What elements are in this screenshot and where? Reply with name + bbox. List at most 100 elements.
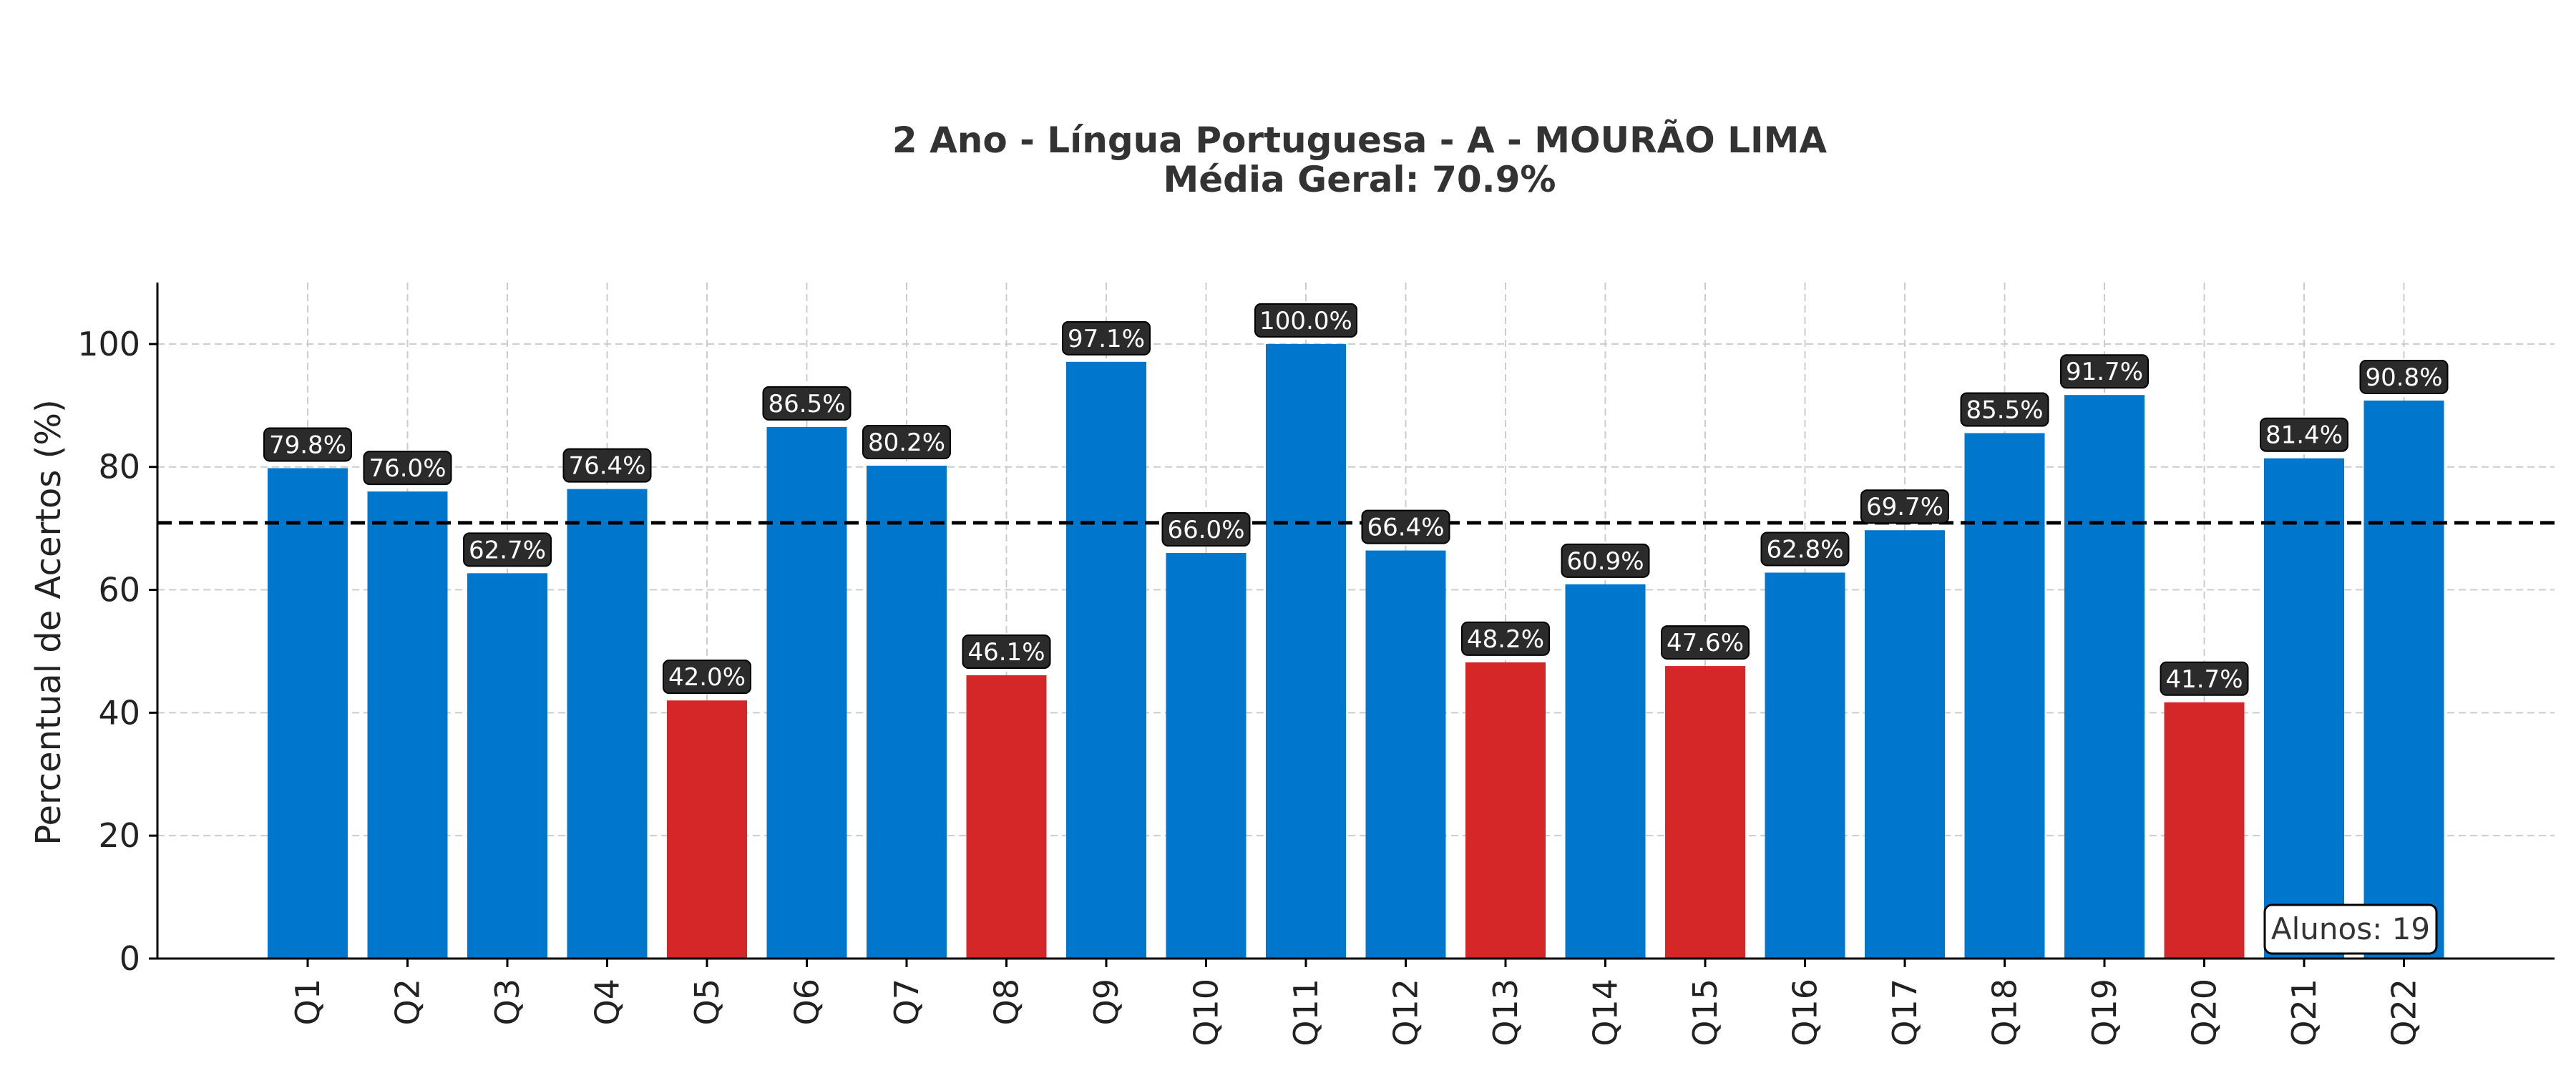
data-label: 66.0% (1167, 516, 1244, 544)
data-label: 66.4% (1367, 514, 1444, 542)
data-label-box (1254, 303, 1357, 338)
bars (268, 343, 2444, 959)
x-tick-label: Q14 (1586, 979, 1625, 1047)
bar (268, 468, 348, 959)
data-label-box (1661, 625, 1750, 660)
data-label-box (1062, 320, 1151, 356)
data-label-box (762, 386, 852, 421)
data-label: 100.0% (1259, 307, 1352, 335)
data-label: 62.8% (1766, 535, 1843, 564)
bar (1266, 343, 1346, 959)
bar (567, 489, 648, 959)
bar (1964, 433, 2045, 959)
bar (1865, 530, 1945, 959)
data-label: 80.2% (868, 428, 945, 457)
bar (1665, 666, 1745, 959)
y-tick-label: 20 (98, 816, 140, 855)
bar (2363, 400, 2444, 959)
bar (1465, 662, 1546, 959)
data-label: 79.8% (269, 431, 346, 459)
chart-subtitle: Média Geral: 70.9% (1163, 159, 1556, 200)
students-note: Alunos: 19 (2263, 903, 2438, 955)
x-tick-label: Q13 (1486, 979, 1525, 1047)
data-label: 81.4% (2265, 421, 2343, 450)
bar (1765, 572, 1845, 959)
bar (1365, 550, 1446, 959)
bar (467, 573, 547, 959)
y-tick-label: 60 (98, 571, 140, 609)
bar (1166, 553, 1246, 959)
x-tick-label: Q1 (288, 979, 327, 1025)
x-tick-label: Q12 (1387, 979, 1425, 1047)
x-tick-label: Q18 (1986, 979, 2024, 1047)
students-note-box (2263, 903, 2438, 955)
x-tick-label: Q7 (887, 979, 926, 1025)
x-tick-label: Q6 (788, 979, 826, 1025)
bar (966, 675, 1047, 959)
y-tick-label: 100 (77, 325, 140, 363)
data-label-box (263, 427, 352, 462)
bar (2264, 458, 2344, 959)
bar (1066, 361, 1146, 959)
students-note-text: Alunos: 19 (2271, 911, 2430, 946)
data-label-box (2260, 417, 2348, 452)
x-tick-label: Q22 (2385, 979, 2424, 1047)
x-tick-label: Q2 (389, 979, 427, 1025)
bar (2164, 702, 2245, 959)
data-label: 85.5% (1966, 396, 2043, 424)
x-tick-label: Q4 (588, 979, 627, 1025)
data-label: 91.7% (2066, 358, 2143, 386)
y-tick-label: 0 (119, 939, 140, 978)
x-tick-label: Q19 (2085, 979, 2124, 1047)
data-label: 60.9% (1566, 547, 1644, 576)
data-label: 69.7% (1866, 493, 1943, 521)
data-label-box (1860, 489, 1949, 524)
data-label: 90.8% (2365, 363, 2442, 392)
x-tick-label: Q9 (1087, 979, 1126, 1025)
x-tick-label: Q15 (1686, 979, 1724, 1047)
data-label-box (1361, 509, 1450, 544)
data-label-box (363, 451, 452, 486)
bar (367, 491, 448, 959)
data-label-box (1461, 621, 1550, 656)
data-label: 46.1% (967, 638, 1045, 667)
data-label: 97.1% (1068, 325, 1145, 353)
data-label-box (2160, 661, 2249, 696)
data-label-box (1161, 512, 1251, 547)
data-label: 42.0% (668, 663, 746, 692)
data-label-box (2060, 354, 2149, 389)
data-label-box (1760, 531, 1850, 567)
data-label: 76.0% (369, 454, 446, 483)
x-tick-label: Q17 (1885, 979, 1924, 1047)
x-tick-label: Q11 (1287, 979, 1325, 1047)
data-label-box (1561, 543, 1650, 578)
data-label-box (1960, 392, 2049, 427)
x-tick-label: Q3 (488, 979, 527, 1025)
x-tick-label: Q21 (2285, 979, 2323, 1047)
bar (766, 426, 847, 959)
y-axis-label: Percentual de Acertos (%) (29, 399, 69, 845)
data-label: 86.5% (768, 390, 845, 418)
chart-title: 2 Ano - Língua Portuguesa - A - MOURÃO L… (892, 119, 1828, 161)
bar (1565, 584, 1646, 959)
axes: 0 20 40 60 80 100 Q1 Q2 Q3 Q4 Q5 Q6 Q7 Q8 Q9 Q10 Q11 Q12 Q… (77, 283, 2555, 1047)
data-label-box (2359, 359, 2449, 394)
data-labels: 79.8% 76.0% 62.7% 76.4% 42.0% 86.5% 80.2% 46.1%… (263, 303, 2449, 696)
data-label-box (463, 532, 552, 567)
y-tick-label: 40 (98, 693, 140, 732)
data-label-box (862, 425, 951, 460)
data-label: 48.2% (1467, 625, 1544, 654)
bar (667, 700, 747, 959)
y-tick-label: 80 (98, 448, 140, 486)
bar (2064, 395, 2145, 959)
x-tick-label: Q16 (1786, 979, 1825, 1047)
data-label: 47.6% (1667, 629, 1744, 657)
data-label-box (562, 448, 652, 483)
bar (867, 466, 947, 959)
data-label: 41.7% (2165, 665, 2243, 694)
x-tick-label: Q10 (1187, 979, 1226, 1047)
x-tick-label: Q8 (987, 979, 1026, 1025)
x-tick-label: Q5 (688, 979, 726, 1025)
data-label: 62.7% (469, 536, 546, 564)
